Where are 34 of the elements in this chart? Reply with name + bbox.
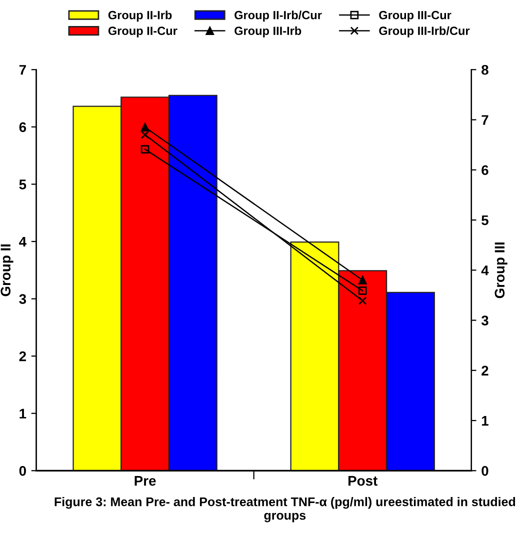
y-tick-label: 4 bbox=[19, 236, 26, 247]
y-tick-label: 2 bbox=[19, 351, 26, 362]
x-tick-label: Pre bbox=[134, 476, 156, 486]
legend-label: Group III-Cur bbox=[379, 10, 452, 22]
y-tick-label: 5 bbox=[19, 180, 26, 190]
y2-tick-label: 1 bbox=[482, 416, 488, 426]
point bbox=[358, 296, 367, 305]
x-tick-label: Post bbox=[348, 476, 378, 486]
legend-label: Group III-Irb/Cur bbox=[379, 26, 470, 38]
y-tick-label: 7 bbox=[19, 65, 26, 75]
point bbox=[140, 123, 150, 132]
legend-label: Group II-Irb bbox=[108, 10, 172, 22]
point bbox=[358, 286, 367, 295]
point bbox=[358, 276, 367, 284]
y2-tick-label: 6 bbox=[482, 165, 488, 176]
y2-axis-title: Group III bbox=[494, 242, 508, 298]
y-tick-label: 0 bbox=[19, 466, 26, 476]
y2-tick-label: 8 bbox=[482, 64, 488, 75]
y2-tick-label: 5 bbox=[482, 215, 488, 226]
y-tick-label: 1 bbox=[20, 408, 26, 418]
y-tick-label: 3 bbox=[19, 294, 26, 304]
legend-label: Group III-Irb bbox=[234, 26, 302, 38]
point bbox=[140, 145, 150, 154]
legend-label: Group II-Irb/Cur bbox=[234, 10, 322, 22]
y-tick-label: 6 bbox=[19, 122, 26, 132]
y2-tick-label: 0 bbox=[482, 466, 488, 476]
y-axis-title: Group II bbox=[0, 244, 14, 296]
point bbox=[140, 130, 150, 139]
y2-tick-label: 4 bbox=[481, 266, 489, 276]
legend-label: Group II-Cur bbox=[108, 26, 178, 38]
caption: Figure 3: Mean Pre- and Post-treatment TNF-α (pg/ml) ureestimated in studied groups bbox=[54, 497, 516, 522]
y2-tick-label: 7 bbox=[482, 115, 488, 125]
y2-tick-label: 2 bbox=[482, 366, 488, 376]
y2-tick-label: 3 bbox=[481, 316, 488, 326]
